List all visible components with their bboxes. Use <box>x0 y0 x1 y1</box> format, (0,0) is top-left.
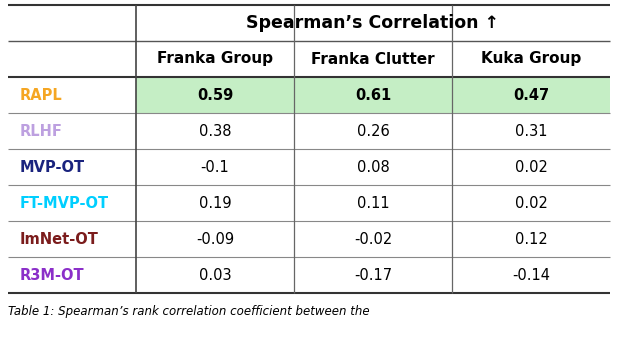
Text: 0.11: 0.11 <box>356 196 389 211</box>
Text: 0.31: 0.31 <box>515 123 547 139</box>
Text: FT-MVP-OT: FT-MVP-OT <box>20 196 109 211</box>
Text: RLHF: RLHF <box>20 123 63 139</box>
Text: ImNet-OT: ImNet-OT <box>20 232 99 246</box>
Text: -0.09: -0.09 <box>196 232 234 246</box>
Text: Table 1: Spearman’s rank correlation coefficient between the: Table 1: Spearman’s rank correlation coe… <box>8 304 370 318</box>
Text: 0.12: 0.12 <box>515 232 547 246</box>
Text: 0.08: 0.08 <box>356 160 389 175</box>
Text: -0.14: -0.14 <box>512 267 550 282</box>
Text: -0.1: -0.1 <box>200 160 229 175</box>
Text: R3M-OT: R3M-OT <box>20 267 84 282</box>
Bar <box>136 77 610 113</box>
Text: 0.38: 0.38 <box>199 123 231 139</box>
Text: Kuka Group: Kuka Group <box>481 52 581 66</box>
Text: 0.19: 0.19 <box>198 196 231 211</box>
Text: 0.61: 0.61 <box>355 87 391 102</box>
Text: 0.02: 0.02 <box>515 160 547 175</box>
Text: 0.02: 0.02 <box>515 196 547 211</box>
Text: MVP-OT: MVP-OT <box>20 160 85 175</box>
Text: Spearman’s Correlation ↑: Spearman’s Correlation ↑ <box>246 14 499 32</box>
Text: 0.47: 0.47 <box>513 87 549 102</box>
Text: 0.59: 0.59 <box>197 87 233 102</box>
Text: Franka Group: Franka Group <box>157 52 273 66</box>
Text: -0.17: -0.17 <box>354 267 392 282</box>
Text: RAPL: RAPL <box>20 87 63 102</box>
Text: 0.03: 0.03 <box>198 267 231 282</box>
Text: Franka Clutter: Franka Clutter <box>311 52 435 66</box>
Text: 0.26: 0.26 <box>356 123 389 139</box>
Text: -0.02: -0.02 <box>354 232 392 246</box>
